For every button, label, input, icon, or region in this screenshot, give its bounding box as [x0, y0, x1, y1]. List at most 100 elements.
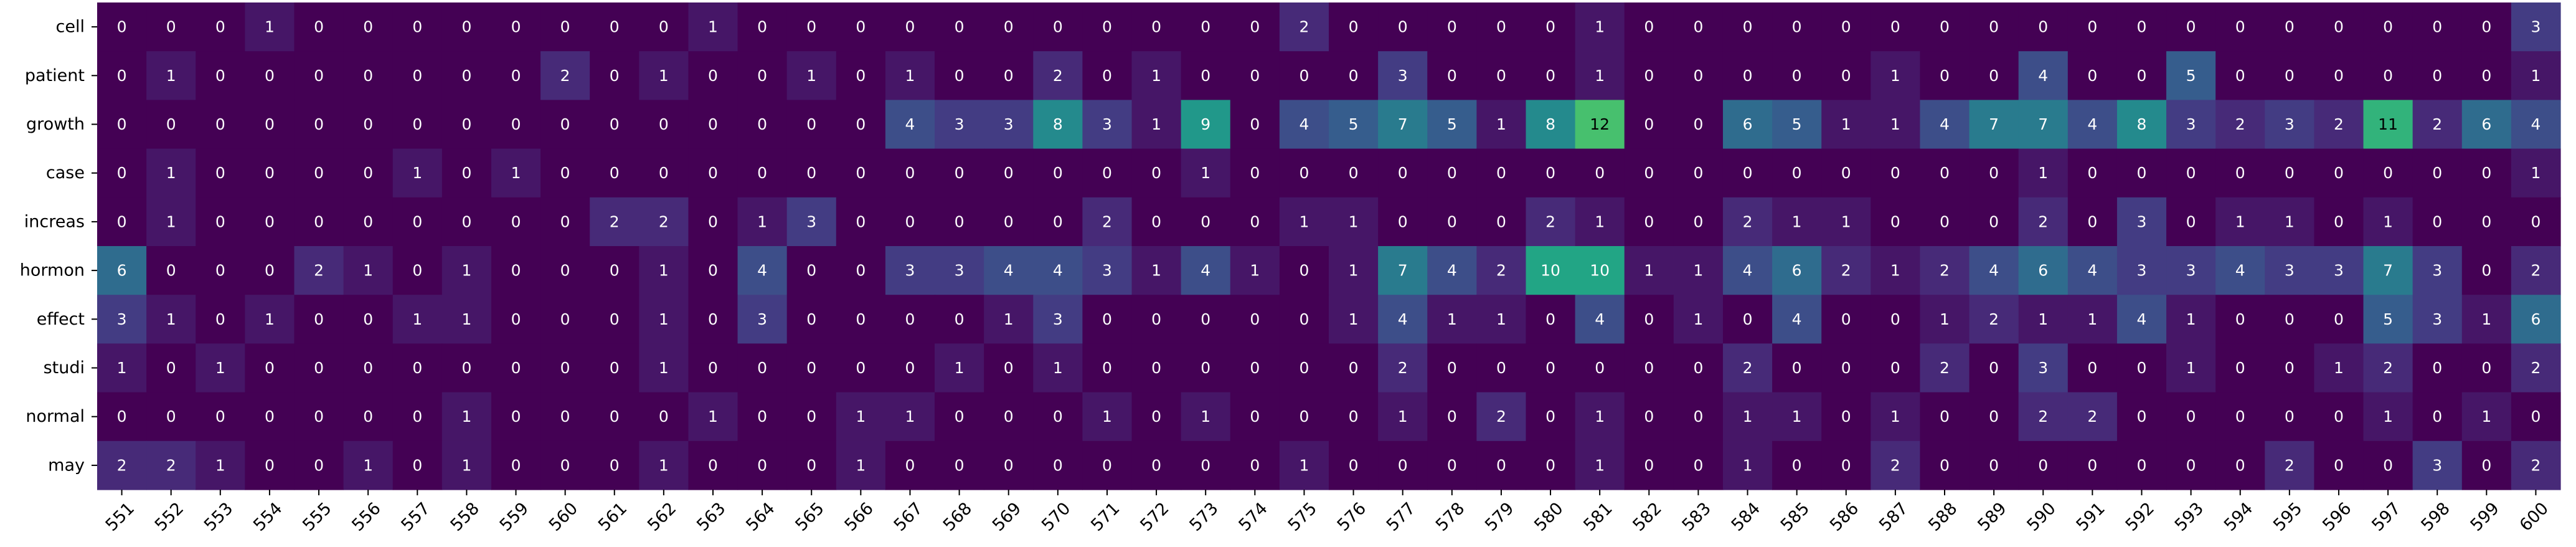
- x-tick-label: 562: [644, 499, 680, 535]
- cell-value-label: 2: [2383, 359, 2393, 377]
- cell-value-label: 0: [511, 262, 521, 280]
- cell-value-label: 4: [1447, 262, 1457, 280]
- heatmap-cell: [196, 392, 245, 442]
- cell-value-label: 0: [856, 67, 866, 85]
- heatmap-cell: [392, 246, 443, 295]
- cell-value-label: 0: [1644, 164, 1654, 182]
- cell-value-label: 0: [511, 18, 521, 36]
- cell-value-label: 4: [2087, 115, 2097, 133]
- cell-value-label: 0: [1250, 67, 1260, 85]
- heatmap-cell: [688, 343, 738, 393]
- heatmap-cell: [1427, 51, 1477, 100]
- heatmap-cell: [2166, 343, 2216, 393]
- cell-value-label: 1: [265, 18, 275, 36]
- heatmap-cell: [1772, 295, 1822, 344]
- heatmap-cell: [196, 197, 245, 247]
- heatmap-cell: [984, 100, 1034, 150]
- heatmap-cell: [1329, 197, 1379, 247]
- cell-value-label: 1: [1595, 18, 1605, 36]
- heatmap-cell: [2215, 2, 2265, 52]
- cell-value-label: 1: [1743, 456, 1753, 474]
- cell-value-label: 0: [2531, 407, 2541, 426]
- cell-value-label: 0: [1496, 67, 1506, 85]
- cell-value-label: 0: [2432, 407, 2442, 426]
- heatmap-cell: [737, 148, 788, 198]
- cell-value-label: 0: [1693, 407, 1703, 426]
- heatmap-cell: [590, 100, 639, 150]
- heatmap-cell: [1033, 100, 1083, 150]
- cell-value-label: 0: [1743, 164, 1753, 182]
- cell-value-label: 0: [708, 67, 718, 85]
- cell-value-label: 0: [1792, 359, 1802, 377]
- heatmap-cell: [2511, 295, 2561, 344]
- heatmap-cell: [1624, 100, 1674, 150]
- cell-value-label: 0: [265, 67, 275, 85]
- heatmap-cell: [1427, 343, 1477, 393]
- cell-value-label: 0: [1102, 310, 1112, 328]
- cell-value-label: 0: [2235, 407, 2245, 426]
- cell-value-label: 7: [1398, 262, 1408, 280]
- heatmap-cell: [737, 2, 788, 52]
- heatmap-cell: [1476, 343, 1527, 393]
- heatmap-cell: [2511, 392, 2561, 442]
- cell-value-label: 1: [955, 359, 965, 377]
- heatmap-cell: [1821, 295, 1871, 344]
- cell-value-label: 0: [560, 18, 570, 36]
- cell-value-label: 0: [2334, 67, 2344, 85]
- heatmap-cell: [590, 392, 639, 442]
- heatmap-cell: [1575, 246, 1625, 295]
- heatmap-cell: [1476, 295, 1527, 344]
- cell-value-label: 0: [955, 456, 965, 474]
- heatmap-cell: [343, 246, 394, 295]
- x-tick-label: 575: [1285, 499, 1321, 535]
- heatmap-cell: [1871, 295, 1921, 344]
- cell-value-label: 0: [560, 262, 570, 280]
- cell-value-label: 0: [1545, 407, 1555, 426]
- heatmap-cell: [1673, 51, 1724, 100]
- heatmap-cell: [786, 343, 837, 393]
- heatmap-cell: [1476, 2, 1527, 52]
- heatmap-cell: [491, 197, 541, 247]
- heatmap-cell: [1526, 246, 1576, 295]
- heatmap-cell: [1279, 392, 1329, 442]
- heatmap-cell: [97, 295, 147, 344]
- heatmap-cell: [1526, 148, 1576, 198]
- cell-value-label: 2: [117, 456, 127, 474]
- cell-value-label: 0: [1299, 262, 1309, 280]
- cell-value-label: 0: [2235, 359, 2245, 377]
- cell-value-label: 12: [1590, 115, 1610, 133]
- cell-value-label: 0: [1496, 456, 1506, 474]
- heatmap-cell: [1181, 148, 1231, 198]
- cell-value-label: 2: [1496, 407, 1506, 426]
- cell-value-label: 0: [560, 310, 570, 328]
- cell-value-label: 0: [610, 164, 620, 182]
- heatmap-cell: [935, 295, 984, 344]
- cell-value-label: 2: [1545, 212, 1555, 231]
- heatmap-cell: [984, 148, 1034, 198]
- heatmap-cell: [1082, 246, 1133, 295]
- cell-value-label: 0: [1004, 67, 1014, 85]
- x-tick-label: 574: [1235, 499, 1271, 535]
- heatmap-cell: [1673, 392, 1724, 442]
- cell-value-label: 0: [610, 18, 620, 36]
- x-axis: 551 552 553 554 555 556 557 558 559 560 561 562 563 5…: [102, 490, 2552, 535]
- cell-value-label: 1: [1743, 407, 1753, 426]
- cell-value-label: 1: [1595, 407, 1605, 426]
- cell-value-label: 0: [2383, 164, 2393, 182]
- heatmap-cell: [2461, 343, 2512, 393]
- heatmap-cell: [2166, 440, 2216, 490]
- heatmap-cell: [885, 100, 935, 150]
- y-tick-label: growth: [26, 115, 85, 134]
- heatmap-cell: [737, 197, 788, 247]
- cell-value-label: 0: [412, 456, 422, 474]
- cell-value-label: 0: [1004, 359, 1014, 377]
- cell-value-label: 0: [1447, 407, 1457, 426]
- x-tick-label: 585: [1777, 499, 1813, 535]
- cell-value-label: 0: [2334, 164, 2344, 182]
- heatmap-cell: [196, 295, 245, 344]
- x-tick-label: 588: [1925, 499, 1961, 535]
- cell-value-label: 2: [2038, 407, 2048, 426]
- cell-value-label: 0: [1151, 456, 1161, 474]
- cell-value-label: 1: [1299, 212, 1309, 231]
- heatmap-cell: [935, 51, 984, 100]
